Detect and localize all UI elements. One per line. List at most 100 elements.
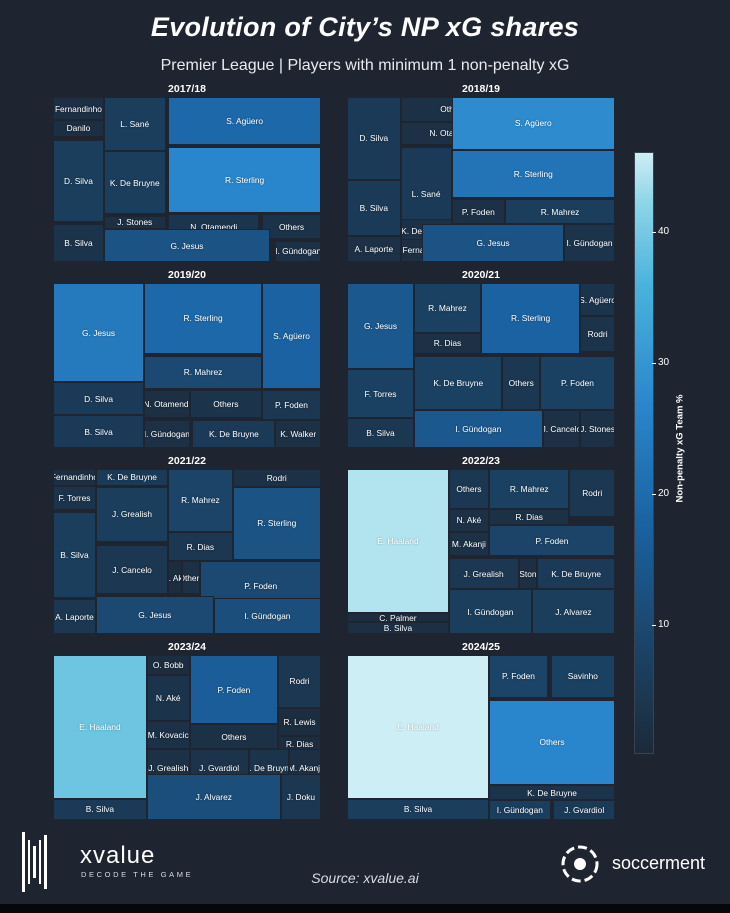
panel-title: 2023/24 (168, 641, 206, 653)
tile-label: R. Dias (186, 541, 215, 552)
treemap-tile: B. Silva (347, 798, 490, 820)
tile-label: P. Foden (217, 684, 251, 695)
tile-label: E. Haaland (79, 721, 121, 732)
tile-label: J. Stones (117, 217, 153, 228)
treemap-tile: M. Akanji (448, 531, 490, 557)
colorbar-tick: 10 (651, 619, 670, 630)
tile-label: P. Foden (502, 671, 535, 682)
chart-subtitle: Premier League | Players with minimum 1 … (160, 57, 570, 74)
tile-label: B. Silva (84, 426, 113, 437)
treemap-tile: Fernandinho (53, 97, 104, 121)
tile-label: G. Jesus (170, 240, 204, 251)
tile-label: B. Silva (85, 804, 115, 815)
treemap-tile: B. Silva (347, 179, 401, 236)
treemap-area: G. Jesus R. Mahrez R. Sterling S. Agüero Rod… (347, 283, 615, 448)
treemap-tile: E. Haaland (347, 655, 490, 799)
treemap-tile: R. Sterling (168, 146, 321, 213)
tile-label: R. Mahrez (540, 206, 580, 217)
treemap-tile: Others (262, 214, 321, 239)
tile-label: S. Agüero (580, 294, 615, 305)
treemap-tile: A. Laporte (53, 599, 96, 634)
treemap-tile: S. Agüero (262, 283, 321, 389)
colorbar-tick: 40 (651, 226, 670, 237)
treemap-2020-21: 2020/21 G. Jesus R. Mahrez R. Sterling S. A… (347, 269, 615, 460)
tile-label: Others (456, 483, 482, 494)
tile-label: O. Bobb (152, 659, 184, 670)
treemap-area: E. Haaland Others R. Mahrez Rodri R. Dias N. … (347, 469, 615, 634)
treemap-2022-23: 2022/23 E. Haaland Others R. Mahrez Rodri R.… (347, 455, 615, 646)
treemap-area: G. Jesus R. Sterling S. Agüero R. Mahrez D. … (53, 283, 321, 448)
treemap-tile: P. Foden (189, 655, 279, 725)
treemap-tile: P. Foden (451, 199, 506, 225)
tile-label: Others (508, 377, 534, 388)
tile-label: R. Dias (285, 739, 314, 750)
tile-label: R. Mahrez (183, 367, 223, 378)
treemap-tile: P. Foden (489, 655, 548, 698)
treemap-tile: K. De Bruyne (489, 785, 615, 801)
tile-label: Fernandinho (53, 472, 96, 483)
treemap-tile: J. Gvardiol (553, 800, 615, 820)
treemap-tile: E. Haaland (53, 655, 147, 799)
treemap-tile: J. Grealish (95, 487, 169, 542)
tile-label: A. Laporte (354, 243, 394, 254)
tile-label: Others (221, 731, 247, 742)
treemap-tile: B. Silva (53, 798, 147, 820)
tile-label: L. Sané (120, 119, 150, 130)
treemap-tile: G. Jesus (103, 229, 271, 262)
tile-label: J. Doku (286, 791, 316, 802)
panel-title: 2018/19 (462, 83, 500, 95)
treemap-tile: Savinho (550, 655, 615, 698)
tile-label: Others (278, 221, 305, 232)
treemap-tile: Danilo (53, 120, 104, 137)
tile-label: M. Kovacic (147, 730, 189, 741)
tile-label: J. Cancelo (112, 564, 152, 575)
treemap-tile: P. Foden (489, 525, 615, 557)
tile-label: B. Silva (60, 549, 89, 560)
tile-label: Rodri (587, 329, 608, 340)
tile-label: R. Sterling (225, 174, 265, 185)
tile-label: K. De Bruyne (208, 428, 259, 439)
tile-label: D. Silva (359, 133, 389, 144)
tile-label: I. Gündogan (144, 428, 190, 439)
tile-label: P. Foden (535, 535, 569, 546)
tile-label: N. Aké (168, 572, 180, 583)
treemap-tile: G. Jesus (53, 283, 145, 382)
treemap-tile: Rodri (569, 469, 615, 517)
treemap-tile: R. Mahrez (489, 469, 570, 509)
tile-label: R. Sterling (183, 313, 223, 324)
tile-label: J. Stones (519, 568, 537, 579)
treemap-area: Fernandinho F. Torres K. De Bruyne R. Mahre… (53, 469, 321, 634)
xvalue-logo-icon (22, 832, 47, 892)
treemap-tile: B. Silva (347, 622, 449, 634)
tile-label: A. Laporte (55, 611, 94, 622)
tile-label: G. Jesus (82, 327, 116, 338)
tile-label: K. Walker (280, 428, 317, 439)
treemap-tile: J. Cancelo (95, 544, 169, 595)
treemap-tile: K. De Bruyne (414, 355, 503, 411)
tile-label: J. Alvarez (195, 791, 232, 802)
tile-label: I. Gündogan (566, 238, 613, 249)
treemap-tile: Others (489, 699, 615, 786)
chart-title: Evolution of City’s NP xG shares (150, 12, 580, 42)
tile-label: P. Foden (461, 206, 495, 217)
treemap-tile: R. Dias (489, 508, 570, 526)
tile-label: K. De Bruyne (107, 472, 157, 483)
source-note: Source: xvalue.ai (311, 870, 419, 886)
tile-label: B. Silva (359, 202, 388, 213)
treemap-tile: K. De Bruyne (537, 558, 615, 590)
tile-label: Others (213, 399, 239, 410)
tile-label: R. Dias (433, 338, 462, 349)
treemap-tile: I. Gündogan (144, 419, 190, 448)
treemap-tile: D. Silva (53, 139, 104, 223)
panel-title: 2020/21 (462, 269, 500, 281)
tile-label: F. Torres (364, 388, 397, 399)
treemap-tile: Fernandinho (53, 469, 96, 486)
colorbar-label: Non-penalty xG Team % (674, 394, 686, 503)
tile-label: S. Agüero (514, 118, 552, 129)
treemap-tile: I. Gündogan (489, 800, 551, 820)
treemap-area: E. Haaland P. Foden Savinho Others K. De Bru… (347, 655, 615, 820)
bottom-bar (0, 904, 730, 913)
brand-tagline: DECODE THE GAME (81, 870, 194, 879)
panel-title: 2021/22 (168, 455, 206, 467)
colorbar-tick: 30 (651, 357, 670, 368)
